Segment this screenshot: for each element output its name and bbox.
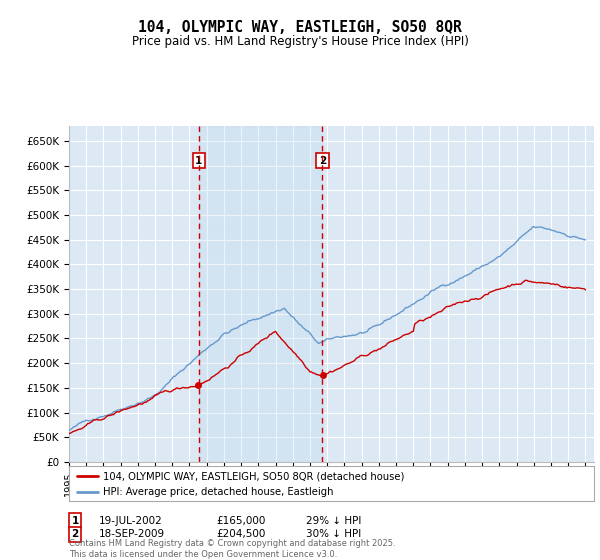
Text: 2: 2	[71, 529, 79, 539]
Text: £165,000: £165,000	[216, 516, 265, 526]
Bar	[199, 126, 322, 462]
Text: 104, OLYMPIC WAY, EASTLEIGH, SO50 8QR: 104, OLYMPIC WAY, EASTLEIGH, SO50 8QR	[138, 20, 462, 35]
Text: 104, OLYMPIC WAY, EASTLEIGH, SO50 8QR (detached house): 104, OLYMPIC WAY, EASTLEIGH, SO50 8QR (d…	[103, 471, 404, 481]
Text: 19-JUL-2002: 19-JUL-2002	[99, 516, 163, 526]
Text: Price paid vs. HM Land Registry's House Price Index (HPI): Price paid vs. HM Land Registry's House …	[131, 35, 469, 48]
Text: £204,500: £204,500	[216, 529, 265, 539]
Text: 2: 2	[319, 156, 326, 166]
Text: 1: 1	[195, 156, 202, 166]
Text: 18-SEP-2009: 18-SEP-2009	[99, 529, 165, 539]
Text: Contains HM Land Registry data © Crown copyright and database right 2025.
This d: Contains HM Land Registry data © Crown c…	[69, 539, 395, 559]
Text: HPI: Average price, detached house, Eastleigh: HPI: Average price, detached house, East…	[103, 487, 334, 497]
Text: 30% ↓ HPI: 30% ↓ HPI	[306, 529, 361, 539]
Text: 1: 1	[71, 516, 79, 526]
Text: 29% ↓ HPI: 29% ↓ HPI	[306, 516, 361, 526]
